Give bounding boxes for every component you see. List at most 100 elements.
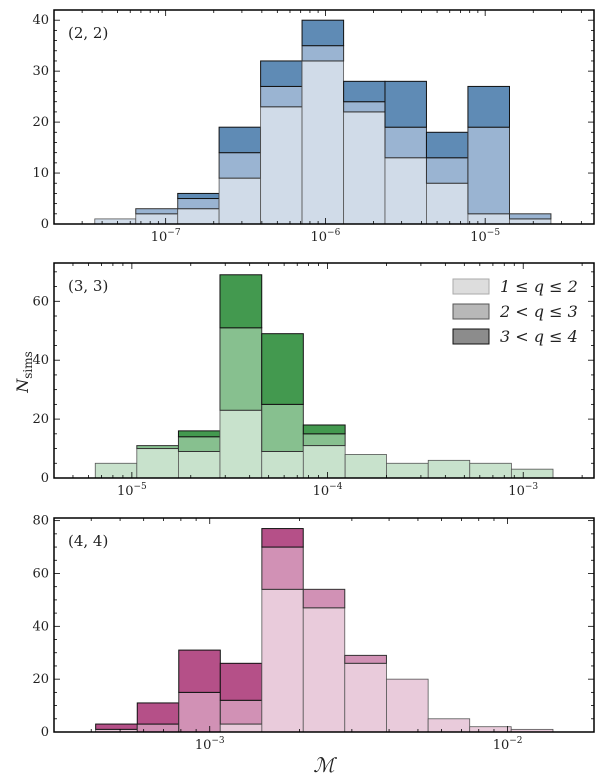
y-tick-label: 0: [41, 471, 49, 486]
bar-layer-3: [178, 649, 221, 693]
bar-layer-1: [302, 607, 346, 733]
legend-entry: 2 < q ≤ 3: [499, 302, 578, 321]
bar-layer-3: [177, 430, 221, 438]
bar-layer-1: [386, 462, 429, 479]
bar-layer-2: [219, 699, 263, 725]
bar-layer-2: [136, 445, 179, 450]
axes-frame: [53, 262, 595, 479]
legend-swatch: [452, 328, 490, 345]
bar-layer-1: [344, 454, 387, 479]
bar-layer-2: [261, 403, 304, 452]
bar-layer-2: [467, 126, 510, 215]
bar-layer-1: [467, 213, 510, 225]
y-tick-label: 40: [32, 353, 49, 368]
y-tick-label: 10: [32, 166, 49, 181]
bar-layer-3: [177, 192, 220, 200]
bar-layer-1: [178, 451, 221, 479]
y-tick-label: 20: [32, 115, 49, 130]
bar-layer-1: [344, 662, 387, 733]
panel-4-4: 10−3 10−2 0 20 40 60 80 (4, 4): [32, 514, 595, 753]
legend-swatch: [452, 278, 490, 295]
bar-layer-1: [384, 157, 427, 225]
bar-layer-3: [261, 333, 304, 405]
bar-layer-2: [135, 208, 179, 215]
x-tick-label: 10−5: [117, 482, 147, 499]
bar-layer-1: [177, 208, 220, 225]
axes-frame: [53, 517, 595, 733]
bar-layer-2: [178, 691, 221, 733]
bar-layer-2: [219, 327, 263, 411]
bar-layer-3: [218, 126, 262, 154]
bar-layer-3: [219, 274, 263, 329]
y-tick-label: 20: [32, 412, 49, 427]
y-tick-label: 0: [41, 725, 49, 740]
bar-layer-1: [509, 218, 552, 225]
bar-layer-3: [425, 131, 469, 159]
legend-swatch: [452, 303, 490, 320]
x-tick-label: 10−3: [508, 482, 538, 499]
bar-layer-3: [95, 723, 138, 730]
y-tick-label: 40: [32, 13, 49, 28]
bar-layer-2: [343, 101, 386, 113]
bar-layer-1: [218, 177, 262, 225]
x-tick-label: 10−6: [311, 228, 341, 245]
axes-frame: [53, 9, 595, 225]
legend-entry: 3 < q ≤ 4: [500, 327, 578, 346]
bar-layer-2: [260, 85, 303, 108]
bar-layer-3: [136, 702, 180, 725]
y-tick-label: 80: [32, 514, 49, 529]
bar-layer-3: [261, 528, 304, 548]
y-tick-label: 60: [32, 566, 49, 581]
x-tick-label: 10−4: [313, 482, 343, 499]
bar-layer-1: [136, 448, 179, 479]
panel-label: (4, 4): [68, 532, 108, 550]
bar-layer-1: [219, 723, 263, 733]
bar-layer-2: [177, 436, 221, 452]
bar-layer-1: [301, 60, 345, 225]
bar-layer-1: [261, 451, 304, 479]
bar-layer-1: [510, 468, 554, 479]
bar-layer-1: [386, 678, 429, 733]
legend-entry: 1 ≤ q ≤ 2: [500, 277, 578, 296]
bar-layer-1: [261, 588, 304, 733]
x-tick-label: 10−3: [195, 736, 225, 753]
bar-layer-1: [94, 218, 137, 225]
bar-layer-2: [344, 654, 387, 664]
bar-layer-1: [427, 459, 471, 479]
panel-label: (2, 2): [68, 24, 108, 42]
bar-layer-1: [469, 462, 512, 479]
bar-layer-3: [260, 60, 303, 87]
bar-layer-3: [467, 85, 510, 128]
bar-layer-2: [218, 152, 262, 179]
y-tick-label: 0: [41, 217, 49, 232]
y-tick-label: 40: [32, 619, 49, 634]
bar-layer-1: [302, 445, 346, 479]
bar-layer-2: [302, 433, 346, 447]
y-tick-label: 60: [32, 294, 49, 309]
bar-layer-2: [177, 198, 220, 210]
y-tick-label: 30: [32, 64, 49, 79]
bar-layer-1: [260, 106, 303, 225]
bar-layer-3: [384, 80, 427, 128]
bar-layer-1: [426, 182, 469, 225]
x-tick-label: 10−7: [151, 228, 181, 245]
bar-layer-1: [135, 213, 179, 225]
bar-layer-3: [219, 662, 263, 701]
bar-layer-2: [301, 45, 345, 62]
bar-layer-2: [425, 157, 469, 184]
bar-layer-2: [384, 126, 427, 159]
x-tick-label: 10−5: [470, 228, 500, 245]
bar-layer-1: [469, 726, 512, 733]
bar-layer-3: [343, 80, 386, 103]
bar-layer-1: [219, 409, 263, 479]
bar-layer-3: [301, 19, 345, 47]
x-tick-label: 10−2: [493, 736, 523, 753]
bar-layer-2: [302, 588, 346, 609]
panel-3-3: 10−5 10−4 10−3 0 20 40 60 (3, 3) 1 ≤ q ≤ 2 2 < q …: [32, 262, 595, 499]
panel-label: (3, 3): [68, 277, 108, 295]
bar-layer-2: [261, 546, 304, 590]
y-tick-label: 20: [32, 672, 49, 687]
bar-layer-3: [302, 424, 346, 435]
panel-2-2: 10−7 10−6 10−5 0 10 20 30 40 (2, 2): [32, 9, 595, 245]
